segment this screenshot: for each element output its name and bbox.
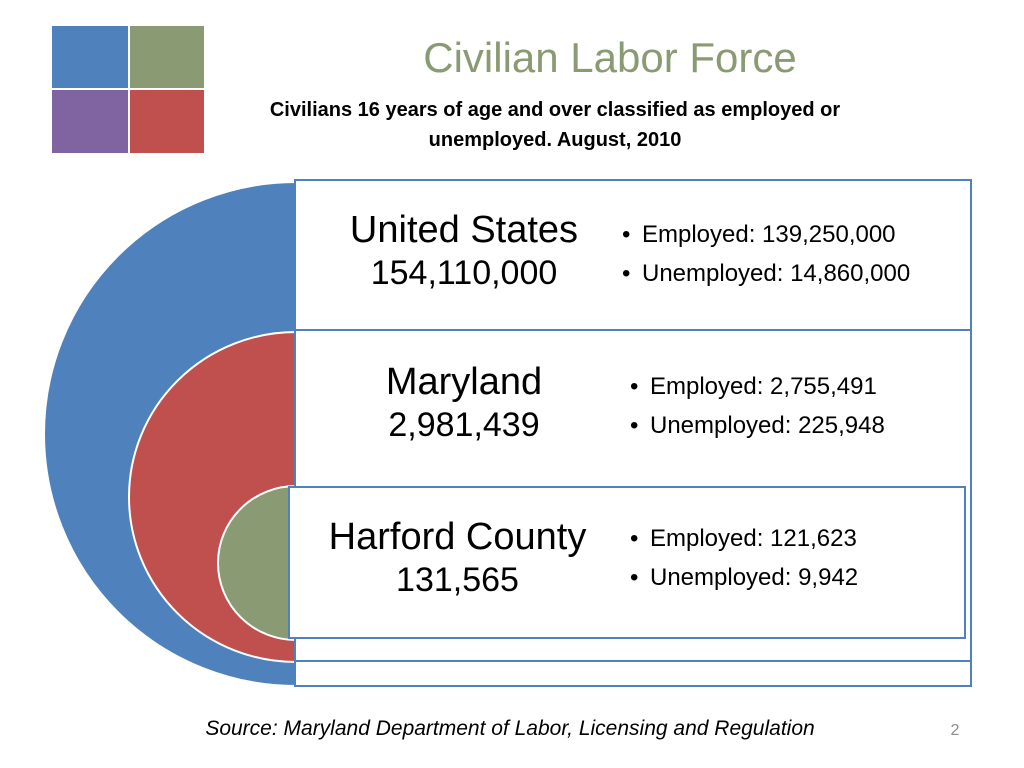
level-us-name: United States xyxy=(349,209,579,251)
level-us-unemployed: Unemployed: 14,860,000 xyxy=(642,260,911,287)
level-us-heading: United States 154,110,000 xyxy=(318,208,610,294)
slide-title: Civilian Labor Force xyxy=(423,34,797,81)
level-us-employed: Employed: 139,250,000 xyxy=(642,221,896,248)
source-note: Source: Maryland Department of Labor, Li… xyxy=(205,717,815,740)
level-hc-total: 131,565 xyxy=(396,561,519,599)
ring-harford-county xyxy=(217,484,297,642)
level-md-list: Employed: 2,755,491 Unemployed: 225,948 xyxy=(630,367,885,445)
list-item: Unemployed: 9,942 xyxy=(630,558,858,597)
list-item: Unemployed: 14,860,000 xyxy=(622,254,910,293)
level-us-total: 154,110,000 xyxy=(370,254,558,292)
logo-square-blue xyxy=(51,25,129,89)
level-us-list: Employed: 139,250,000 Unemployed: 14,860… xyxy=(622,215,910,293)
slide-subtitle: Civilians 16 years of age and over class… xyxy=(269,99,841,151)
level-hc-unemployed: Unemployed: 9,942 xyxy=(650,564,859,591)
level-hc-employed: Employed: 121,623 xyxy=(650,525,857,552)
list-item: Employed: 2,755,491 xyxy=(630,367,885,406)
list-item: Unemployed: 225,948 xyxy=(630,406,885,445)
level-hc-heading: Harford County 131,565 xyxy=(305,515,610,601)
level-hc-list: Employed: 121,623 Unemployed: 9,942 xyxy=(630,519,858,597)
level-hc-name: Harford County xyxy=(328,516,587,558)
level-md-heading: Maryland 2,981,439 xyxy=(318,360,610,446)
level-md-employed: Employed: 2,755,491 xyxy=(650,373,877,400)
level-md-total: 2,981,439 xyxy=(388,406,540,444)
level-md-unemployed: Unemployed: 225,948 xyxy=(650,412,885,439)
list-item: Employed: 121,623 xyxy=(630,519,858,558)
level-md-name: Maryland xyxy=(385,361,543,403)
page-number: 2 xyxy=(950,722,960,739)
logo-square-green xyxy=(129,25,205,89)
logo-square-purple xyxy=(51,89,129,154)
logo xyxy=(51,25,205,154)
list-item: Employed: 139,250,000 xyxy=(622,215,910,254)
logo-square-red xyxy=(129,89,205,154)
